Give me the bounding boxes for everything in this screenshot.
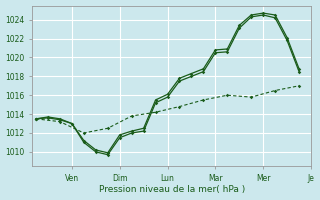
X-axis label: Pression niveau de la mer( hPa ): Pression niveau de la mer( hPa ) — [99, 185, 245, 194]
